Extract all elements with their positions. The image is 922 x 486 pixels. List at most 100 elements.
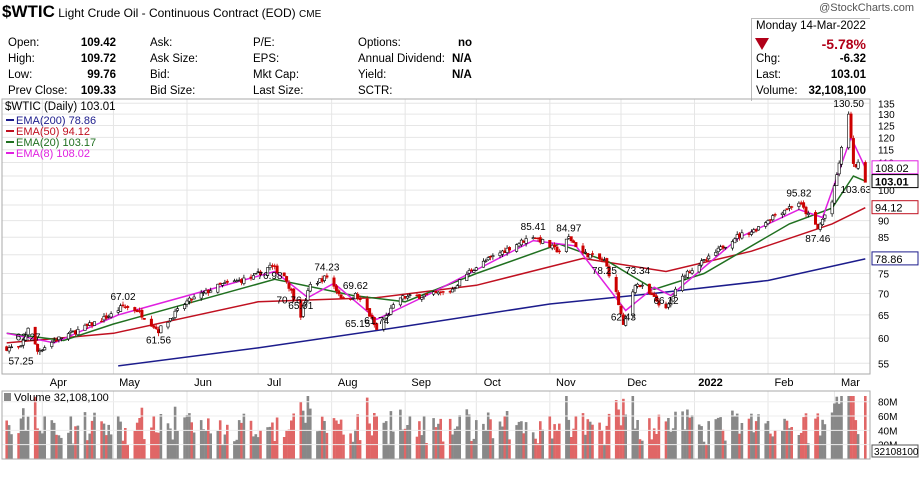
volume-bar-7 xyxy=(26,416,30,459)
volume-bar-44 xyxy=(152,416,156,459)
volume-bar-186 xyxy=(622,398,625,459)
volume-bar-167 xyxy=(558,423,561,459)
candle-body-9 xyxy=(36,343,40,352)
candle-body-225 xyxy=(752,229,756,233)
candle-body-102 xyxy=(341,297,345,299)
candle-body-201 xyxy=(671,296,675,302)
volume-bar-80 xyxy=(271,422,274,459)
volume-bar-3 xyxy=(17,433,20,459)
right-tag-2: 94.12 xyxy=(875,203,903,215)
volume-bar-215 xyxy=(719,417,722,459)
right-tag-box-0 xyxy=(871,160,919,175)
volume-bar-131 xyxy=(439,418,442,459)
price-annotation-9: 65.15 xyxy=(345,319,370,330)
volume-bar-36 xyxy=(124,428,127,459)
last-size-label: Last Size: xyxy=(253,85,304,97)
candle-body-36 xyxy=(123,306,127,308)
volume-bar-180 xyxy=(603,444,606,459)
candle-body-127 xyxy=(424,293,428,295)
volume-bar-237 xyxy=(790,427,793,459)
candle-body-97 xyxy=(325,275,329,278)
candle-body-157 xyxy=(524,238,528,244)
candle-body-205 xyxy=(685,270,689,278)
pe-label: P/E: xyxy=(253,37,275,49)
volume-bar-205 xyxy=(686,409,689,459)
candle-body-162 xyxy=(541,239,545,244)
volume-bar-159 xyxy=(534,438,537,459)
candle-body-115 xyxy=(387,314,391,316)
candle-body-242 xyxy=(806,213,810,215)
volume-bar-5 xyxy=(22,408,25,459)
options-value: no xyxy=(458,37,473,49)
x-tick-10: Feb xyxy=(775,377,794,389)
candle-body-156 xyxy=(522,240,526,243)
y-tick-75: 75 xyxy=(878,269,890,280)
volume-bar-123 xyxy=(415,436,419,459)
volume-bar-253 xyxy=(847,396,850,459)
candle-body-219 xyxy=(733,238,737,244)
volume-bar-201 xyxy=(671,428,675,459)
candle-body-69 xyxy=(235,280,239,282)
candle-body-200 xyxy=(669,299,673,306)
volume-bar-68 xyxy=(233,441,236,459)
candle-body-249 xyxy=(832,185,836,204)
volume-bar-110 xyxy=(370,435,374,459)
volume-bar-33 xyxy=(116,415,120,459)
candle-body-8 xyxy=(33,326,37,345)
volume-bar-65 xyxy=(221,444,224,459)
price-annotation-13: 78.25 xyxy=(592,266,617,277)
volume-bar-164 xyxy=(550,438,554,459)
candle-body-98 xyxy=(332,277,336,287)
y-tick-135: 135 xyxy=(878,99,895,110)
right-tag-box-3 xyxy=(871,251,919,266)
volume-bar-229 xyxy=(766,421,770,459)
price-annotation-0: 62.27 xyxy=(16,332,41,343)
candle-body-108 xyxy=(365,298,369,311)
volume-bar-147 xyxy=(491,438,495,459)
volume-bar-111 xyxy=(373,413,376,459)
candle-body-15 xyxy=(54,339,58,342)
candle-body-228 xyxy=(764,222,768,227)
volume-bar-161 xyxy=(539,421,542,459)
volume-bar-157 xyxy=(524,422,528,459)
candle-body-209 xyxy=(700,260,704,266)
volume-bar-223 xyxy=(747,418,751,459)
candle-body-41 xyxy=(140,309,144,318)
candle-body-17 xyxy=(59,337,63,339)
brand-logo[interactable]: @StockCharts.com xyxy=(819,2,914,14)
candle-body-72 xyxy=(242,277,246,284)
candle-body-244 xyxy=(816,223,820,229)
volume-bar-200 xyxy=(669,431,673,459)
candle-body-119 xyxy=(401,295,405,300)
volume-bar-158 xyxy=(531,432,535,459)
candle-body-73 xyxy=(249,276,253,279)
candle-body-177 xyxy=(590,253,594,255)
volume-bar-218 xyxy=(731,410,734,459)
candle-body-235 xyxy=(785,208,789,210)
volume-bar-226 xyxy=(754,421,758,459)
candle-body-202 xyxy=(673,288,677,297)
volume-bar-149 xyxy=(501,426,504,459)
volume-bar-129 xyxy=(434,427,438,459)
candle-body-78 xyxy=(266,267,270,277)
volume-bar-41 xyxy=(140,407,144,459)
candle-body-240 xyxy=(802,202,806,208)
volume-bar-42 xyxy=(143,439,146,459)
volume-bar-21 xyxy=(74,426,77,459)
volume-bar-1 xyxy=(7,425,11,459)
quote-header: $WTIC Light Crude Oil - Continuous Contr… xyxy=(0,0,922,101)
candle-body-238 xyxy=(797,202,801,207)
chg-label: Chg: xyxy=(756,53,781,65)
eps-label: EPS: xyxy=(253,53,280,65)
volume-bar-61 xyxy=(207,418,210,459)
volume-bar-246 xyxy=(821,419,824,459)
candle-body-218 xyxy=(730,241,734,249)
legend-ema50: EMA(50) 94.12 xyxy=(16,126,90,138)
ema200-line xyxy=(118,258,866,367)
candle-body-131 xyxy=(439,291,443,293)
volume-bar-212 xyxy=(707,421,710,459)
volume-bar-245 xyxy=(818,435,822,459)
volume-bar-83 xyxy=(282,437,286,459)
volume-bar-225 xyxy=(752,432,756,459)
